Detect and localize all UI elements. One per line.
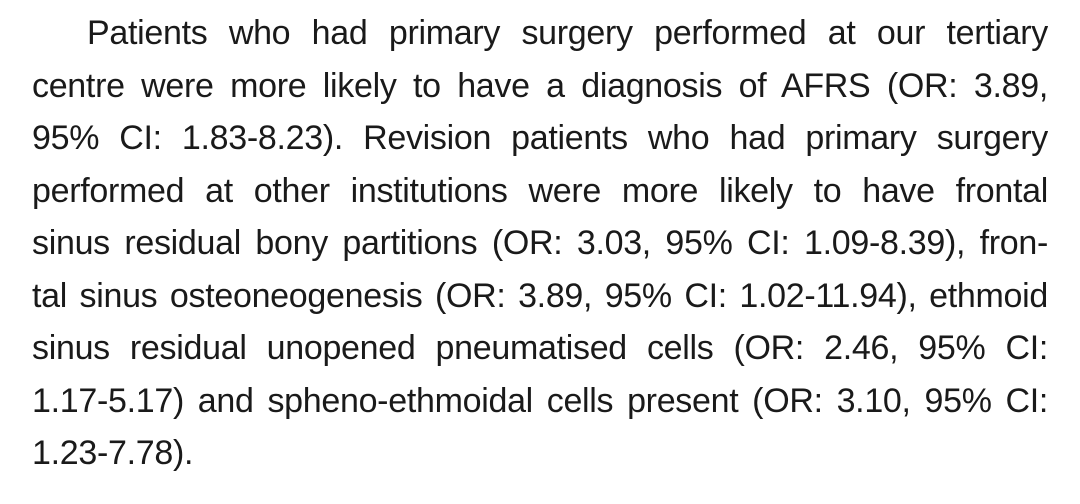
- text-line: 1.23-7.78).: [32, 434, 194, 472]
- body-paragraph: Patients who had primary surgery perform…: [32, 7, 1048, 480]
- text-line: centre were more likely to have a diagno…: [32, 66, 1048, 105]
- text-line: performed at other institutions were mor…: [32, 171, 1048, 210]
- text-line: 95% CI: 1.83-8.23). Revision patients wh…: [32, 119, 1048, 157]
- text-line: Patients who had primary surgery perform…: [87, 14, 1048, 52]
- text-line: sinus residual bony partitions (OR: 3.03…: [32, 224, 1048, 262]
- text-line: sinus residual unopened pneumatised cell…: [32, 329, 1048, 367]
- text-line: tal sinus osteoneogenesis (OR: 3.89, 95%…: [32, 276, 1048, 315]
- text-line: 1.17-5.17) and spheno-ethmoidal cells pr…: [32, 381, 1048, 420]
